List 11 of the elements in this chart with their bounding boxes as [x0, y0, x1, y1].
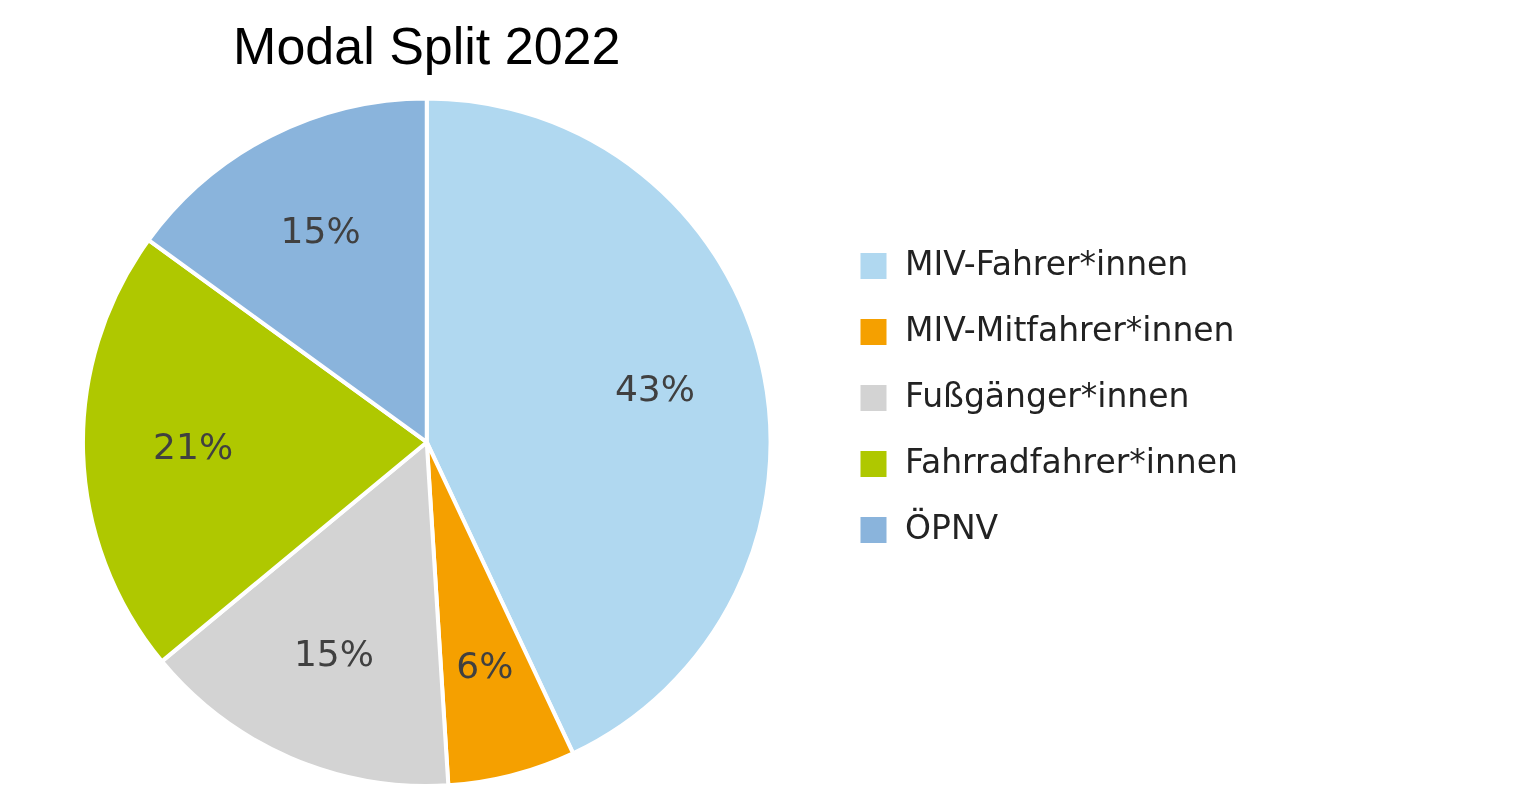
legend-label: MIV-Mitfahrer*innen — [905, 309, 1235, 349]
data-label: 15% — [293, 633, 374, 675]
legend-label: Fahrradfahrer*innen — [905, 441, 1238, 481]
data-label: 43% — [614, 367, 695, 409]
data-label: 6% — [456, 645, 514, 686]
data-label: 15% — [280, 210, 361, 252]
chart-title: Modal Split 2022 — [233, 16, 621, 75]
legend-label: MIV-Fahrer*innen — [905, 243, 1189, 283]
legend-label: Fußgänger*innen — [905, 375, 1190, 415]
data-label: 21% — [153, 425, 234, 467]
legend-label: ÖPNV — [905, 506, 999, 547]
